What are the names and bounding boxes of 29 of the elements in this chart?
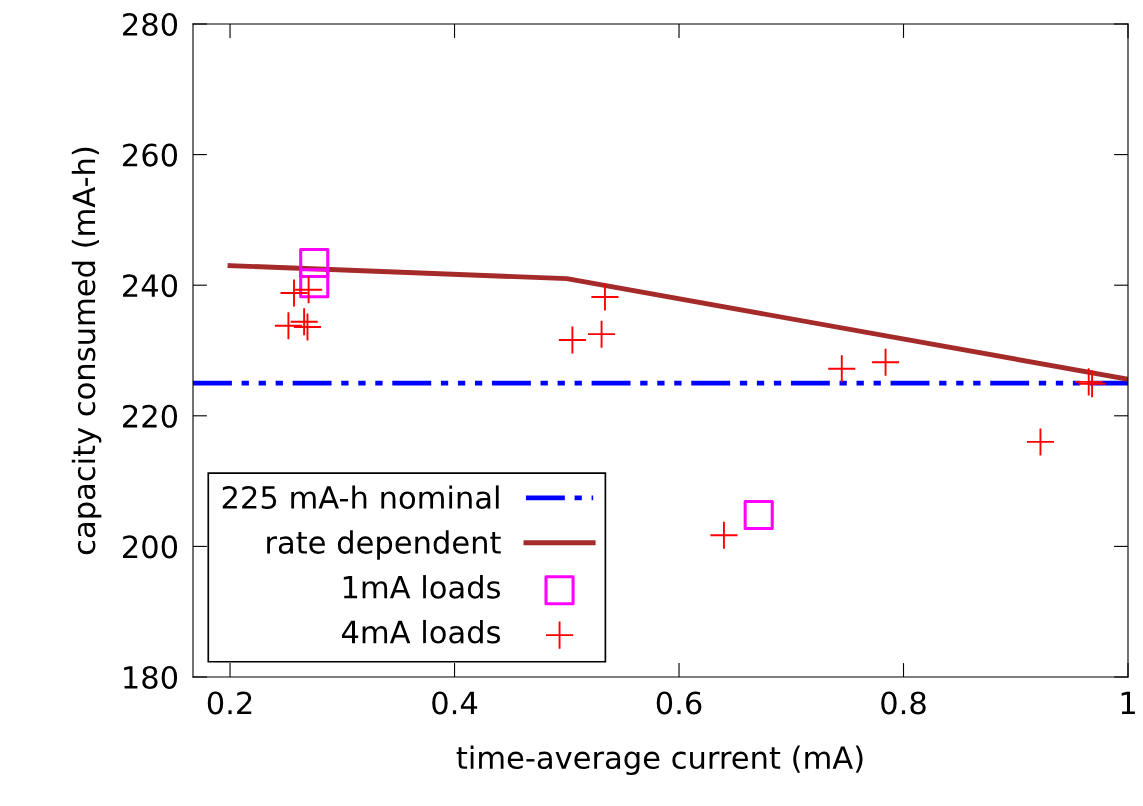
legend-label: rate dependent xyxy=(267,530,501,560)
legend-label: 1mA loads xyxy=(343,575,501,599)
point xyxy=(274,312,302,340)
point xyxy=(299,268,330,299)
y-tick-label: 180 xyxy=(124,665,178,690)
point xyxy=(710,521,738,549)
point xyxy=(299,247,330,279)
y-tick-label: 220 xyxy=(123,404,178,428)
point xyxy=(558,326,586,354)
legend-label: 225 mA-h nominal xyxy=(222,485,499,510)
point xyxy=(290,308,318,336)
y-tick-label: 200 xyxy=(123,535,178,559)
x-tick-label: 0.8 xyxy=(881,691,926,715)
legend-label: 4mA loads xyxy=(341,619,501,644)
y-tick-label: 260 xyxy=(123,143,178,167)
y-tick-label: 280 xyxy=(123,12,178,37)
point xyxy=(743,499,774,531)
x-tick-label: 0.2 xyxy=(207,691,252,715)
point xyxy=(828,355,856,383)
point xyxy=(588,320,616,348)
x-axis-title: time-average current (mA) xyxy=(456,745,863,776)
x-tick-label: 0.4 xyxy=(432,691,478,715)
y-tick-label: 240 xyxy=(123,274,178,298)
point xyxy=(295,276,323,304)
point xyxy=(591,283,619,311)
x-tick-label: 0.6 xyxy=(656,691,702,715)
x-tick-label: 1 xyxy=(1121,691,1135,715)
point xyxy=(280,279,308,307)
y-axis-title: capacity consumed (mA-h) xyxy=(71,147,102,555)
